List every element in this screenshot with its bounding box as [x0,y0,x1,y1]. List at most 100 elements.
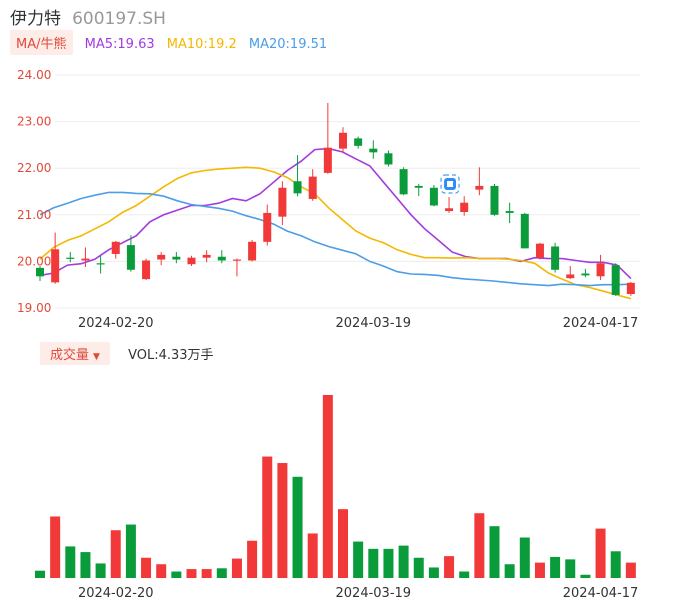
volume-bar[interactable] [368,548,379,578]
candlestick[interactable] [172,252,181,264]
volume-indicator-tab[interactable]: 成交量 ▼ [40,342,110,365]
volume-bar[interactable] [50,516,61,578]
volume-bar[interactable] [216,568,227,578]
candle-body [475,185,484,190]
candlestick[interactable] [535,242,544,260]
stock-header: 伊力特 600197.SH [10,4,166,29]
candlestick[interactable] [369,140,378,159]
volume-bar[interactable] [459,571,470,578]
candlestick[interactable] [551,242,560,273]
volume-bar[interactable] [186,569,197,578]
candlestick[interactable] [445,197,454,213]
volume-bar[interactable] [413,557,424,578]
volume-bar[interactable] [141,557,152,578]
candlestick[interactable] [278,181,287,226]
volume-bar[interactable] [565,559,576,578]
candlestick[interactable] [263,204,272,246]
candle-body [187,257,196,265]
volume-bar[interactable] [383,548,394,578]
candlestick[interactable] [596,254,605,281]
ma20-line [39,191,631,287]
volume-bar[interactable] [322,395,333,578]
candlestick[interactable] [81,247,90,267]
volume-bar[interactable] [428,567,439,578]
volume-x-tick-label: 2024-04-17 [563,586,639,601]
candle-body [308,176,317,199]
volume-bar[interactable] [580,574,591,578]
candlesticks[interactable] [36,102,635,296]
volume-bar[interactable] [519,537,530,578]
candlestick[interactable] [414,184,423,197]
volume-bar[interactable] [262,456,273,578]
candlestick[interactable] [399,167,408,196]
candlestick[interactable] [248,239,257,262]
candlestick[interactable] [460,196,469,216]
candlestick[interactable] [308,169,317,201]
candlestick[interactable] [202,250,211,263]
volume-bar[interactable] [80,552,91,578]
candlestick[interactable] [51,232,60,284]
volume-bar[interactable] [231,558,242,578]
caret-down-icon: ▼ [93,352,100,362]
volume-bar[interactable] [338,509,348,578]
candle-body [96,263,105,265]
candle-body [429,187,438,206]
volume-bar[interactable] [201,569,212,578]
volume-bar[interactable] [444,556,455,578]
candle-body [339,132,347,149]
candlestick[interactable] [505,202,514,224]
candlestick[interactable] [429,184,438,207]
volume-bar[interactable] [156,564,167,578]
candlestick[interactable] [66,252,75,263]
event-marker[interactable] [440,174,460,194]
news-marker-icon[interactable] [440,174,460,194]
volume-bar[interactable] [398,545,409,578]
candlestick[interactable] [475,167,484,196]
candle-body [172,256,181,260]
x-tick-label: 2024-04-17 [563,316,639,331]
candlestick[interactable] [36,266,44,281]
volume-bar[interactable] [353,541,364,578]
volume-bar[interactable] [292,476,303,578]
volume-bar[interactable] [95,563,106,578]
volume-bar[interactable] [489,526,500,578]
candlestick[interactable] [111,240,120,259]
candlestick[interactable] [354,136,363,149]
candlestick[interactable] [142,258,151,281]
ma-indicator-tab[interactable]: MA/牛熊 [10,30,73,55]
volume-bar[interactable] [247,540,258,578]
candlestick[interactable] [96,255,105,274]
candlestick[interactable] [187,255,196,267]
candlestick[interactable] [384,150,393,167]
volume-bar[interactable] [550,556,561,578]
candlestick[interactable] [581,268,590,278]
volume-bars[interactable] [35,395,636,578]
volume-bar[interactable] [474,513,485,578]
volume-bar[interactable] [35,570,45,578]
volume-bar[interactable] [610,551,621,578]
candlestick[interactable] [232,258,241,277]
candle-body [202,254,211,258]
candlestick[interactable] [293,155,302,197]
volume-bar[interactable] [171,571,182,578]
candlestick[interactable] [520,212,529,249]
volume-bar[interactable] [504,564,515,578]
volume-bar[interactable] [625,562,636,578]
candlestick[interactable] [217,250,226,264]
volume-bar[interactable] [110,530,121,578]
volume-bar[interactable] [277,463,288,578]
volume-bar[interactable] [125,524,136,578]
volume-bar[interactable] [534,562,545,578]
candlestick[interactable] [611,263,620,296]
volume-bar[interactable] [595,528,606,578]
volume-bar[interactable] [65,546,76,578]
candlestick[interactable] [126,235,135,272]
candlestick[interactable] [566,266,575,280]
candlestick[interactable] [626,281,635,296]
volume-bar[interactable] [307,533,318,578]
candlestick[interactable] [323,102,332,174]
candlestick[interactable] [339,127,347,153]
candlestick[interactable] [157,252,166,266]
candlestick[interactable] [490,184,499,216]
